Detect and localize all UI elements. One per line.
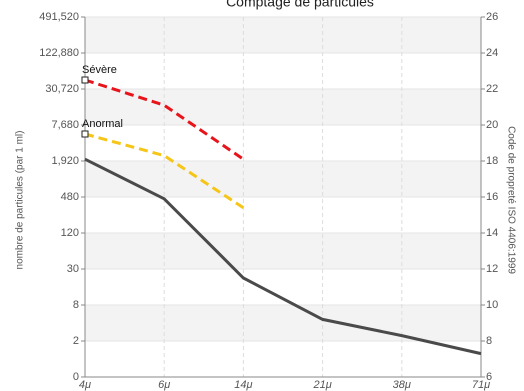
y2-tick-label: 6 (486, 371, 492, 383)
band (85, 17, 481, 53)
x-tick-label: 38μ (393, 379, 411, 391)
y2-tick-label: 10 (486, 299, 498, 311)
y2-tick-label: 12 (486, 263, 498, 275)
y-tick-label: 7,680 (51, 119, 79, 131)
y-axis-label: nombre de particules (par 1 ml) (15, 131, 26, 270)
y-tick-label: 30,720 (45, 83, 79, 95)
y-tick-label: 0 (73, 371, 79, 383)
series-line (84, 157, 482, 356)
y-tick-label: 122,880 (39, 47, 79, 59)
y2-tick-label: 18 (486, 155, 498, 167)
y2-tick-label: 16 (486, 191, 498, 203)
threshold-marker (81, 130, 89, 138)
x-tick-label: 71μ (472, 379, 490, 391)
y-tick-label: 30 (67, 263, 79, 275)
threshold-label: Anormal (82, 118, 123, 130)
y-tick-label: 120 (61, 227, 79, 239)
y-tick-label: 491,520 (39, 11, 79, 23)
threshold-marker (81, 76, 89, 84)
x-tick-label: 14μ (234, 379, 252, 391)
y-tick-label: 480 (61, 191, 79, 203)
y2-tick-label: 26 (486, 11, 498, 23)
band (85, 161, 481, 197)
series-line (84, 78, 245, 161)
y2-tick-label: 8 (486, 335, 492, 347)
threshold-label: Sévère (82, 64, 117, 76)
series-line (84, 132, 245, 210)
band (85, 89, 481, 125)
x-tick-label: 4μ (79, 379, 91, 391)
y2-tick-label: 20 (486, 119, 498, 131)
y-tick-label: 8 (73, 299, 79, 311)
y2-axis-label: Code de propreté ISO 4406:1999 (505, 126, 516, 274)
y2-tick-label: 22 (486, 83, 498, 95)
band (85, 233, 481, 269)
y-tick-label: 1,920 (51, 155, 79, 167)
band (85, 305, 481, 341)
y2-tick-label: 14 (486, 227, 498, 239)
chart-title: Comptage de particules (226, 0, 374, 10)
y2-tick-label: 24 (486, 47, 498, 59)
x-tick-label: 6μ (158, 379, 170, 391)
x-tick-label: 21μ (312, 379, 331, 391)
y-tick-label: 2 (73, 335, 79, 347)
